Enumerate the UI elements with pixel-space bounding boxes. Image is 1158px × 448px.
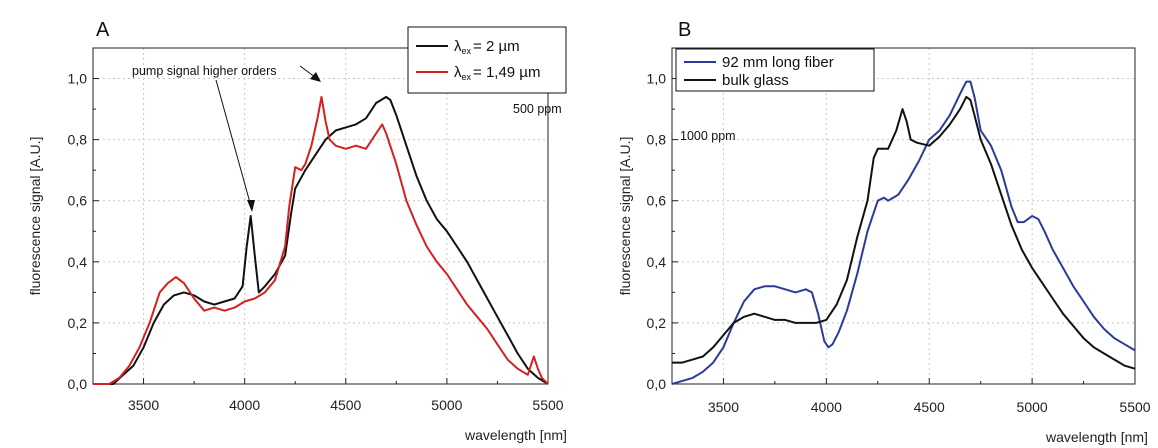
panel-a-series-line-1 [93, 95, 549, 385]
panel-b-ytick-label: 0,2 [647, 315, 667, 331]
panel-a-ytick-label: 0,6 [68, 193, 88, 209]
panel-a-concentration: 500 ppm [513, 102, 562, 116]
panel-b-ytick-label: 0,4 [647, 254, 667, 270]
panel-a-series-line-0 [93, 95, 549, 385]
panel-b-xtick-label: 5500 [1119, 399, 1150, 415]
panel-a-ytick-label: 1,0 [68, 71, 88, 87]
panel-b: B 3500 4000 4500 5000 5500 0,0 0,2 0,4 0,6 0,8 1,0… [617, 19, 1151, 445]
panel-a-ticks: 3500 4000 4500 5000 5500 0,0 0,2 0,4 0,6 0,8 1,0 [68, 47, 564, 413]
panel-a-xlabel: wavelength [nm] [464, 427, 567, 443]
panel-a-plot-frame [92, 47, 549, 385]
panel-b-ytick-label: 0,6 [647, 193, 667, 209]
panel-a-legend-box [407, 26, 567, 94]
panel-b-label: B [678, 19, 691, 41]
panel-a-ytick-label: 0,4 [68, 254, 88, 270]
panel-a-xtick-label: 3500 [128, 397, 159, 413]
panel-b-ytick-label: 0,8 [647, 132, 667, 148]
legend-entry-fiber: 92 mm long fiber [722, 54, 834, 71]
panel-b-xlabel: wavelength [nm] [1045, 429, 1148, 445]
panel-a-ytick-label: 0,0 [68, 376, 88, 392]
panel-a-ytick-label: 0,2 [68, 315, 88, 331]
arrowhead-black-peak [247, 200, 255, 212]
panel-b-concentration: 1000 ppm [680, 129, 736, 143]
panel-b-legend: 92 mm long fiber bulk glass [675, 48, 875, 92]
legend-entry-149um: λex = 1,49 µm [454, 64, 540, 82]
panel-b-series-line-1 [672, 95, 1136, 370]
panel-a-ytick-label: 0,8 [68, 132, 88, 148]
panel-a-xtick-label: 5500 [532, 397, 563, 413]
arrow-to-black-peak [215, 79, 253, 211]
panel-b-series-line-0 [671, 80, 1136, 385]
arrowhead-red-peak [310, 72, 321, 82]
panel-b-ytick-label: 1,0 [647, 71, 667, 87]
panel-a-xtick-label: 5000 [431, 397, 462, 413]
panel-b-ytick-label: 0,0 [647, 376, 667, 392]
panel-b-gridlines [672, 48, 1136, 385]
panel-b-ylabel: fluorescence signal [A.U.] [617, 137, 633, 296]
panel-a-label: A [96, 19, 110, 41]
panel-b-xtick-label: 3500 [708, 399, 739, 415]
panel-a-ylabel: fluorescence signal [A.U.] [27, 137, 43, 296]
panel-b-xtick-label: 4000 [811, 399, 842, 415]
panel-b-xtick-label: 4500 [914, 399, 945, 415]
panel-a-annotation-text: pump signal higher orders [132, 64, 277, 78]
panel-a-legend: λex = 2 µm λex = 1,49 µm [407, 26, 567, 94]
panel-b-xtick-label: 5000 [1017, 399, 1048, 415]
panel-a-xtick-label: 4500 [330, 397, 361, 413]
legend-entry-bulk: bulk glass [722, 72, 789, 89]
panel-b-ticks: 3500 4000 4500 5000 5500 0,0 0,2 0,4 0,6 0,8 1,0 [647, 47, 1151, 415]
panel-b-legend-box [675, 48, 875, 92]
panel-a: A 3500 4000 4500 5000 5500 0,0 0,2 0,4 0,6 0,8 1,0… [27, 19, 567, 443]
panel-b-series [671, 80, 1136, 385]
panel-b-plot-frame [671, 47, 1136, 385]
panel-a-xtick-label: 4000 [229, 397, 260, 413]
legend-entry-2um: λex = 2 µm [454, 38, 520, 56]
panel-a-series [93, 95, 549, 385]
panel-a-annotation-arrows [215, 65, 321, 212]
